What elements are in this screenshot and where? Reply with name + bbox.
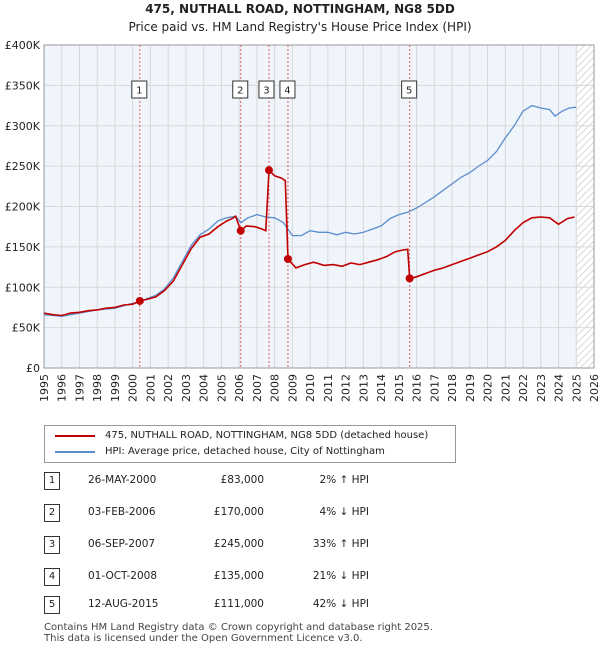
x-tick-label: 2005 (215, 374, 228, 402)
table-row: 4 01-OCT-2008 £135,000 21% ↓ HPI (44, 568, 464, 588)
y-tick-label: £50K (12, 322, 41, 335)
row-hpi: 21% ↓ HPI (312, 570, 369, 582)
x-tick-label: 1995 (38, 374, 51, 402)
sale-point (264, 166, 273, 175)
row-hpi: 33% ↑ HPI (312, 538, 369, 550)
x-tick-label: 2007 (251, 374, 264, 402)
y-tick-label: £300K (5, 120, 41, 133)
row-date: 03-FEB-2006 (88, 506, 156, 518)
x-tick-label: 1996 (56, 374, 69, 402)
plot-area: 1995 1996 1997 1998 1999 2000 2001 2002 2003 2004… (5, 39, 600, 402)
y-tick-label: £100K (5, 281, 41, 294)
table-row: 5 12-AUG-2015 £111,000 42% ↓ HPI (44, 596, 464, 616)
footer: Contains HM Land Registry data © Crown c… (44, 622, 433, 644)
legend: 475, NUTHALL ROAD, NOTTINGHAM, NG8 5DD (… (44, 425, 456, 463)
table-row: 2 03-FEB-2006 £170,000 4% ↓ HPI (44, 504, 464, 524)
row-hpi: 4% ↓ HPI (319, 506, 369, 518)
sale-point (283, 254, 292, 263)
x-tick-label: 2003 (180, 374, 193, 402)
row-badge: 3 (44, 536, 60, 554)
table-row: 3 06-SEP-2007 £245,000 33% ↑ HPI (44, 536, 464, 556)
x-tick-label: 2002 (162, 374, 175, 402)
x-tick-label: 2001 (144, 374, 157, 402)
x-tick-label: 2021 (499, 374, 512, 402)
x-tick-label: 1999 (109, 374, 122, 402)
y-tick-label: £250K (5, 160, 41, 173)
row-price: £170,000 (213, 506, 264, 518)
legend-swatch-hpi (55, 450, 95, 453)
row-date: 06-SEP-2007 (88, 538, 156, 550)
row-date: 12-AUG-2015 (88, 598, 159, 610)
x-tick-label: 2000 (127, 374, 140, 402)
y-tick-label: £200K (5, 201, 41, 214)
chart-subtitle: Price paid vs. HM Land Registry's House … (128, 20, 471, 34)
x-tick-label: 2013 (357, 374, 370, 402)
row-hpi: 2% ↑ HPI (319, 474, 369, 486)
x-tick-label: 2024 (553, 374, 566, 402)
x-tick-label: 2004 (198, 374, 211, 402)
row-badge: 5 (44, 596, 60, 614)
x-tick-label: 2017 (428, 374, 441, 402)
x-tick-label: 1997 (73, 374, 86, 402)
row-badge: 1 (44, 472, 60, 490)
row-date: 01-OCT-2008 (88, 570, 157, 582)
sale-label-box (232, 80, 249, 99)
price-chart: 475, NUTHALL ROAD, NOTTINGHAM, NG8 5DD P… (5, 2, 600, 402)
sale-point (236, 226, 245, 235)
x-tick-label: 2016 (411, 374, 424, 402)
x-tick-label: 2011 (322, 374, 335, 402)
sale-label: 3 (263, 86, 269, 97)
sale-label: 4 (284, 86, 290, 97)
y-tick-label: £400K (5, 39, 41, 52)
x-tick-label: 2026 (588, 374, 600, 402)
x-tick-label: 2020 (482, 374, 495, 402)
row-badge: 4 (44, 568, 60, 586)
x-tick-label: 2025 (570, 374, 583, 402)
x-tick-label: 2023 (535, 374, 548, 402)
footer-copyright: Contains HM Land Registry data © Crown c… (44, 622, 433, 633)
x-tick-label: 2009 (286, 374, 299, 402)
row-badge: 2 (44, 504, 60, 522)
row-price: £245,000 (213, 538, 264, 550)
x-tick-label: 2014 (375, 374, 388, 402)
sale-point (405, 274, 414, 283)
y-tick-label: £0 (26, 362, 40, 375)
row-price: £83,000 (220, 474, 264, 486)
x-tick-label: 2022 (517, 374, 530, 402)
x-tick-label: 2012 (340, 374, 353, 402)
sale-label: 5 (406, 86, 412, 97)
legend-label-price: 475, NUTHALL ROAD, NOTTINGHAM, NG8 5DD (… (105, 430, 429, 441)
row-price: £111,000 (213, 598, 264, 610)
row-price: £135,000 (213, 570, 264, 582)
sale-label-box (131, 80, 148, 99)
sale-label: 1 (136, 86, 142, 97)
x-tick-label: 2010 (304, 374, 317, 402)
legend-item-hpi: HPI: Average price, detached house, City… (55, 446, 385, 457)
plot-border (43, 44, 595, 369)
legend-label-hpi: HPI: Average price, detached house, City… (105, 446, 385, 457)
footer-licence: This data is licensed under the Open Gov… (44, 633, 363, 644)
sale-label-box (401, 80, 418, 99)
table-row: 1 26-MAY-2000 £83,000 2% ↑ HPI (44, 472, 464, 492)
row-hpi: 42% ↓ HPI (312, 598, 369, 610)
sale-point (135, 296, 144, 305)
x-tick-label: 2008 (269, 374, 282, 402)
sale-label-box (258, 80, 275, 99)
x-tick-label: 2018 (446, 374, 459, 402)
legend-swatch-price (55, 434, 95, 437)
y-tick-label: £350K (5, 79, 41, 92)
x-tick-label: 1998 (91, 374, 104, 402)
sale-label-box (279, 80, 296, 99)
sale-label: 2 (237, 86, 243, 97)
x-tick-label: 2006 (233, 374, 246, 402)
legend-item-price: 475, NUTHALL ROAD, NOTTINGHAM, NG8 5DD (… (55, 430, 428, 441)
x-tick-label: 2019 (464, 374, 477, 402)
x-tick-label: 2015 (393, 374, 406, 402)
row-date: 26-MAY-2000 (88, 474, 157, 486)
y-tick-label: £150K (5, 241, 41, 254)
chart-title: 475, NUTHALL ROAD, NOTTINGHAM, NG8 5DD (145, 2, 455, 16)
